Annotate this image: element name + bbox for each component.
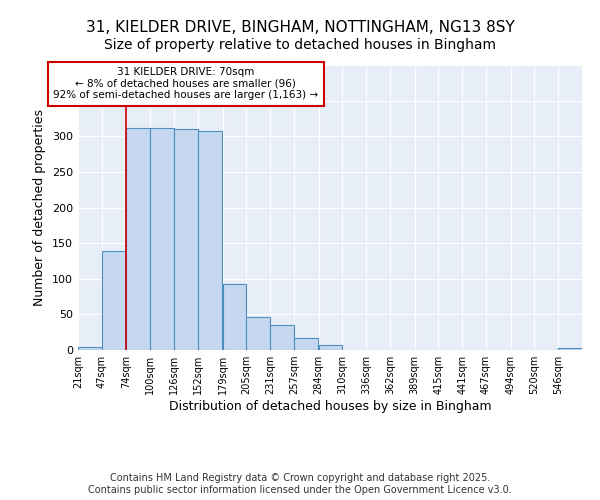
Bar [198, 130, 221, 350]
Bar [294, 338, 317, 350]
Bar [127, 128, 150, 350]
Text: Contains HM Land Registry data © Crown copyright and database right 2025.
Contai: Contains HM Land Registry data © Crown c… [88, 474, 512, 495]
X-axis label: Distribution of detached houses by size in Bingham: Distribution of detached houses by size … [169, 400, 491, 413]
Text: 31 KIELDER DRIVE: 70sqm
← 8% of detached houses are smaller (96)
92% of semi-det: 31 KIELDER DRIVE: 70sqm ← 8% of detached… [53, 68, 319, 100]
Text: Size of property relative to detached houses in Bingham: Size of property relative to detached ho… [104, 38, 496, 52]
Bar [223, 284, 247, 350]
Bar [247, 317, 270, 350]
Bar [174, 129, 198, 350]
Bar [558, 348, 582, 350]
Bar [270, 325, 294, 350]
Text: 31, KIELDER DRIVE, BINGHAM, NOTTINGHAM, NG13 8SY: 31, KIELDER DRIVE, BINGHAM, NOTTINGHAM, … [86, 20, 514, 35]
Bar [319, 345, 343, 350]
Bar [150, 128, 174, 350]
Bar [102, 251, 125, 350]
Bar [78, 347, 102, 350]
Y-axis label: Number of detached properties: Number of detached properties [34, 109, 46, 306]
